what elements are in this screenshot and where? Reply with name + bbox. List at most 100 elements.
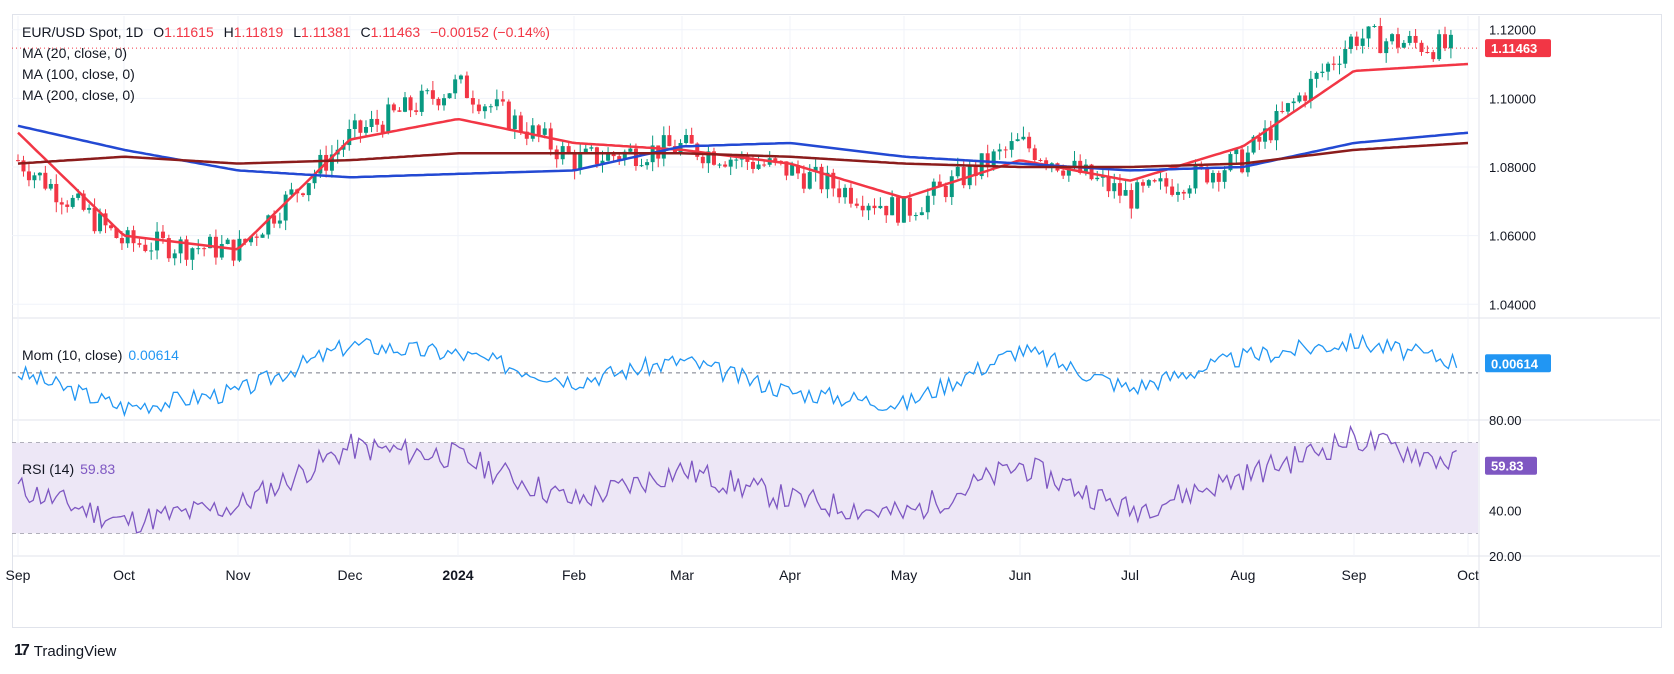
candle-body [375, 118, 380, 125]
candle-body [878, 205, 883, 209]
axis-layer: 1.04000 1.06000 1.08000 1.10000 1.12000 1.114… [6, 16, 1551, 628]
candle-body [119, 238, 124, 244]
candle-body [1401, 42, 1406, 48]
candle-body [59, 202, 64, 205]
ma200-legend[interactable]: MA (200, close, 0) [22, 87, 135, 103]
candle-body [425, 90, 430, 92]
candle-body [166, 238, 171, 259]
mom-value: 0.00614 [128, 347, 179, 363]
price-tick-label: 1.10000 [1489, 91, 1536, 106]
mom-legend[interactable]: Mom (10, close) 0.00614 [22, 345, 185, 365]
candle-body [243, 238, 248, 243]
candle-body [464, 75, 469, 99]
candle-body [566, 146, 571, 154]
candle-body [430, 90, 435, 99]
candle-body [695, 143, 700, 157]
candle-body [728, 159, 733, 167]
candle-body [160, 231, 165, 239]
candle-body [1015, 139, 1020, 142]
low-value: L1.11381 [293, 24, 351, 40]
rsi-tick-label: 20.00 [1489, 549, 1522, 564]
candle-body [890, 197, 895, 216]
candle-body [684, 134, 689, 144]
candle-body [843, 187, 848, 198]
candle-body [991, 151, 996, 168]
candle-body [756, 164, 761, 169]
candle-body [442, 98, 447, 106]
candle-body [1003, 149, 1008, 151]
candle-body [272, 215, 277, 224]
candle-body [925, 195, 930, 213]
candle-body [1187, 188, 1192, 194]
candle-body [961, 166, 966, 186]
candle-body [1366, 26, 1371, 39]
candle-body [1384, 41, 1389, 54]
candle-body [819, 166, 824, 190]
candle-body [1112, 183, 1117, 192]
candle-body [866, 205, 871, 211]
ma-line [17, 62, 1469, 251]
price-tick-label: 1.08000 [1489, 160, 1536, 175]
candle-body [1095, 177, 1100, 180]
candle-body [1222, 170, 1227, 182]
candle-body [266, 215, 271, 235]
ma20-legend[interactable]: MA (20, close, 0) [22, 45, 128, 61]
candle-body [1407, 35, 1412, 43]
candle-body [1072, 160, 1077, 168]
candle-body [329, 154, 334, 171]
candle-body [453, 79, 458, 94]
candle-body [801, 173, 806, 189]
candle-body [967, 164, 972, 186]
candle-body [1431, 52, 1436, 60]
candle-body [414, 110, 419, 112]
candle-body [43, 172, 48, 189]
rsi-value: 59.83 [80, 461, 116, 477]
candle-body [1372, 26, 1377, 28]
candle-body [149, 250, 154, 252]
month-tick-label: Jul [1121, 567, 1139, 583]
month-tick-label: May [891, 567, 917, 583]
candle-body [254, 236, 259, 238]
candle-body [1437, 34, 1442, 60]
candle-body [606, 152, 611, 161]
candle-body [1100, 176, 1105, 178]
candle-body [92, 207, 97, 232]
candle-body [81, 193, 86, 210]
mom-label: Mom (10, close) [22, 347, 123, 363]
candle-body [87, 207, 92, 210]
candle-body [300, 193, 305, 196]
candle-body [1193, 165, 1198, 189]
candle-body [369, 118, 374, 127]
rsi-legend[interactable]: RSI (14) 59.83 [22, 459, 121, 479]
change-value: −0.00152 (−0.14%) [430, 24, 550, 40]
candle-body [723, 164, 728, 167]
symbol-label[interactable]: EUR/USD Spot, 1D [22, 24, 144, 40]
candle-body [973, 164, 978, 177]
close-value: C1.11463 [360, 24, 421, 40]
candle-body [1210, 172, 1215, 183]
candle-body [706, 151, 711, 164]
candle-body [825, 172, 830, 190]
candle-body [76, 193, 81, 198]
candle-body [408, 97, 413, 111]
ma-line [17, 124, 1469, 179]
candle-body [347, 128, 352, 146]
candle-body [1443, 34, 1448, 49]
tradingview-brand[interactable]: 17 TradingView [14, 642, 116, 660]
candle-body [1038, 159, 1043, 161]
ma-line [17, 141, 1469, 169]
candle-body [854, 203, 859, 206]
candle-body [1129, 190, 1134, 209]
month-tick-label: Jun [1009, 567, 1032, 583]
candle-body [419, 90, 424, 112]
candle-body [208, 236, 213, 249]
candle-body [1331, 63, 1336, 65]
candle-body [1240, 149, 1245, 173]
candle-body [1343, 48, 1348, 64]
ohlc-legend: EUR/USD Spot, 1D O1.11615 H1.11819 L1.11… [22, 22, 556, 42]
month-tick-label: Dec [338, 567, 363, 583]
candle-body [913, 215, 918, 217]
ma100-legend[interactable]: MA (100, close, 0) [22, 66, 135, 82]
tradingview-logo-icon: 17 [14, 642, 30, 659]
